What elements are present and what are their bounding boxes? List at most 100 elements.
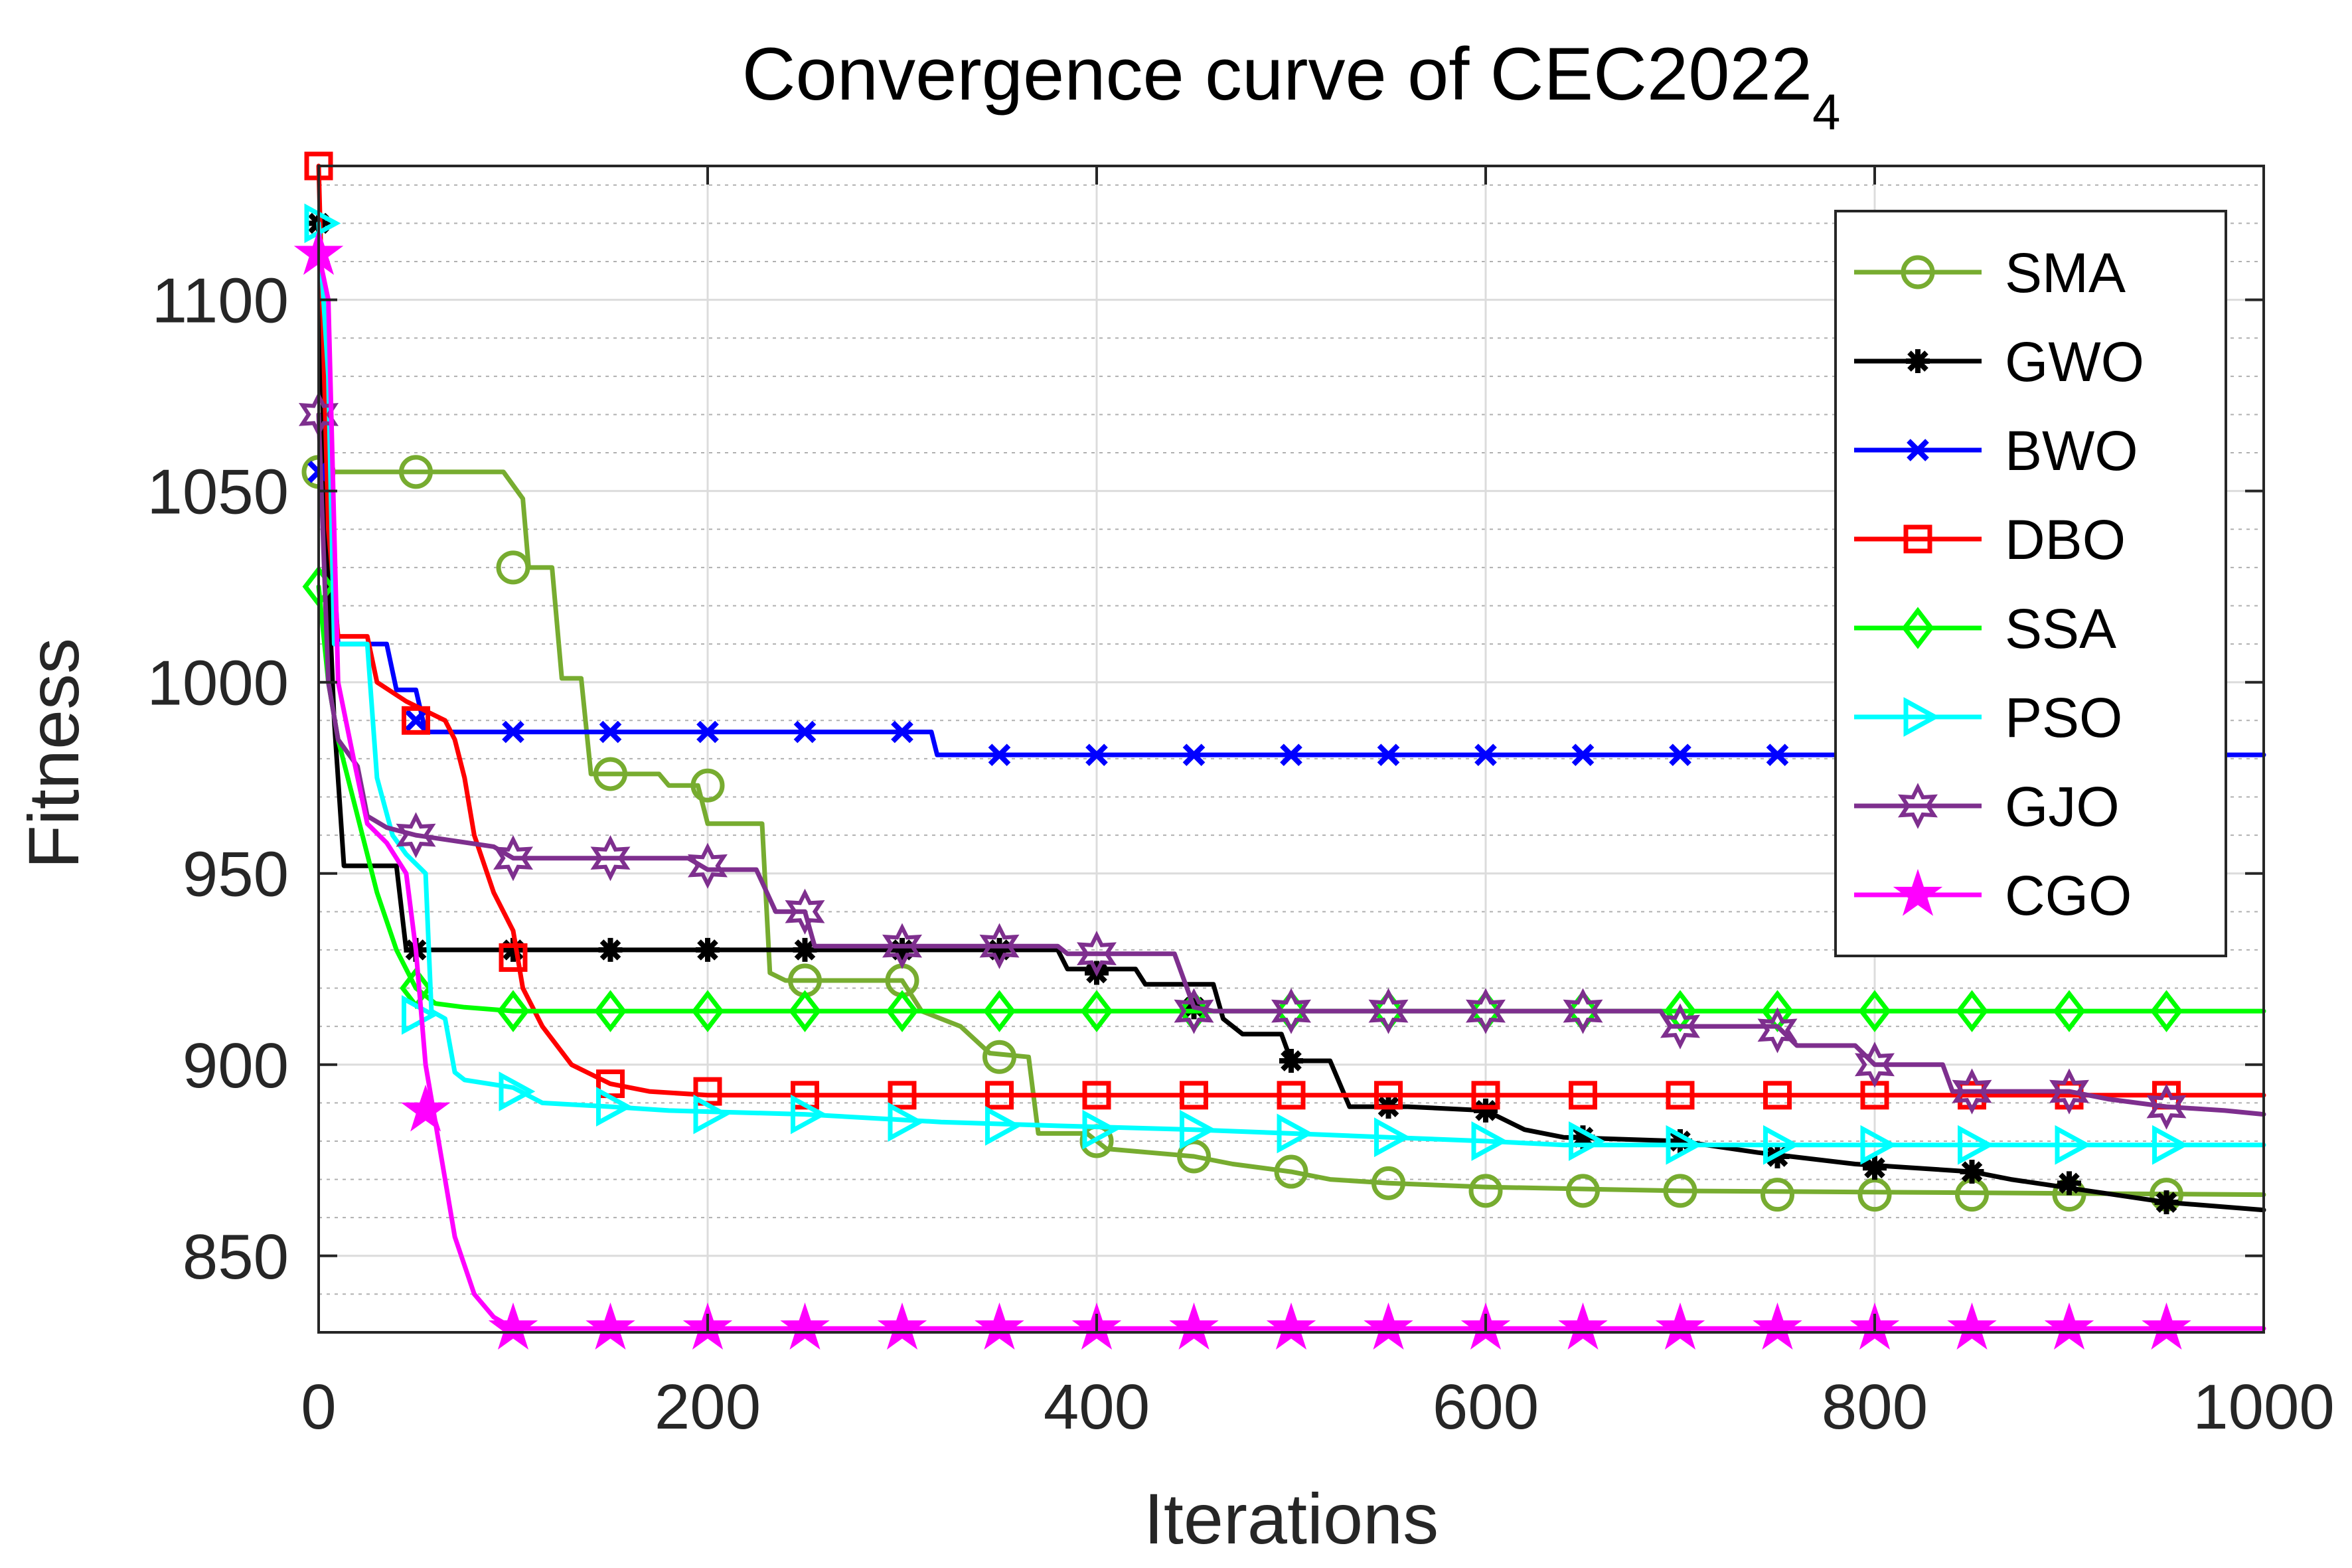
data-point-sma (1857, 1178, 1892, 1212)
data-point-ssa (983, 990, 1016, 1032)
data-point-pso (1569, 1121, 1605, 1161)
data-point-pso (693, 1094, 730, 1135)
data-point-pso (1860, 1125, 1897, 1165)
data-point-sma (1761, 1178, 1794, 1212)
data-point-gwo (598, 937, 623, 962)
data-point-bwo (1182, 744, 1206, 766)
data-point-dbo (1277, 1081, 1306, 1110)
x-axis-label: Iterations (1144, 1478, 1439, 1559)
data-point-pso (1180, 1109, 1216, 1150)
legend-marker-cgo (1893, 868, 1943, 916)
data-point-gwo (890, 937, 914, 962)
data-point-dbo (1471, 1081, 1500, 1110)
chart-title-subscript: 4 (1812, 84, 1840, 141)
data-point-dbo (1569, 1081, 1597, 1110)
chart-title: Convergence curve of CEC20224 (742, 33, 1841, 141)
data-point-ssa (2053, 990, 2086, 1032)
legend-label-cgo: CGO (2005, 864, 2132, 927)
data-point-gjo (688, 842, 728, 889)
data-point-bwo (1085, 744, 1108, 766)
legend-marker-gjo (1898, 783, 1938, 829)
data-point-dbo (1180, 1081, 1208, 1110)
data-point-gjo (1271, 988, 1311, 1034)
y-axis-label: Fitness (13, 638, 94, 869)
data-point-sma (1274, 1154, 1308, 1189)
series-gjo (298, 391, 2266, 1130)
data-point-ssa (594, 990, 627, 1032)
data-point-cgo (975, 1302, 1024, 1350)
y-tick-label: 900 (183, 1030, 289, 1101)
y-tick-label: 1050 (147, 457, 289, 528)
data-point-sma (1177, 1139, 1211, 1174)
legend-marker-ssa (1901, 607, 1934, 649)
data-point-gjo (1368, 988, 1409, 1034)
data-point-cgo (1753, 1302, 1802, 1350)
data-point-gwo (987, 937, 1012, 962)
data-point-cgo (2044, 1302, 2094, 1350)
data-point-gjo (1952, 1068, 1992, 1115)
data-point-gwo (1960, 1160, 1984, 1184)
data-point-dbo (1082, 1081, 1111, 1110)
data-point-gwo (1279, 1048, 1303, 1073)
legend-label-ssa: SSA (2005, 597, 2116, 660)
data-point-gjo (1077, 930, 1117, 977)
data-point-cgo (877, 1302, 927, 1350)
legend-marker-dbo (1903, 524, 1932, 554)
data-point-gjo (785, 888, 825, 935)
data-point-dbo (1763, 1081, 1792, 1110)
data-point-cgo (1364, 1302, 1413, 1350)
data-point-cgo (586, 1302, 635, 1350)
data-point-gjo (979, 923, 1020, 969)
series-line-pso (316, 220, 2266, 1148)
series-line-dbo (316, 163, 2266, 1098)
data-point-gwo (793, 937, 817, 962)
data-point-sma (399, 455, 433, 489)
data-point-gjo (1757, 1007, 1798, 1054)
y-tick-label: 1000 (147, 648, 289, 719)
data-point-dbo (985, 1081, 1014, 1110)
legend-label-bwo: BWO (2005, 420, 2138, 482)
data-point-pso (1958, 1125, 1994, 1165)
data-point-pso (304, 203, 341, 244)
y-tick-label: 1100 (152, 266, 289, 337)
data-point-bwo (1669, 744, 1691, 766)
data-point-ssa (789, 990, 821, 1032)
data-point-dbo (1666, 1081, 1695, 1110)
data-point-cgo (1266, 1302, 1316, 1350)
data-point-bwo (502, 720, 524, 744)
data-point-bwo (988, 744, 1011, 766)
data-point-pso (1666, 1125, 1703, 1165)
data-point-pso (888, 1102, 925, 1142)
data-point-gwo (1668, 1129, 1692, 1153)
data-point-gjo (1563, 988, 1603, 1034)
data-point-gjo (2146, 1083, 2187, 1130)
data-point-bwo (696, 720, 719, 744)
series-line-sma (316, 469, 2266, 1198)
data-point-bwo (1474, 744, 1497, 766)
data-point-sma (1566, 1174, 1600, 1208)
data-point-gjo (1466, 988, 1506, 1034)
data-point-sma (1663, 1174, 1697, 1208)
legend-label-sma: SMA (2005, 242, 2126, 304)
data-point-pso (791, 1094, 827, 1135)
data-point-gjo (1854, 1042, 1895, 1088)
legend-marker-pso (1903, 697, 1940, 737)
data-point-pso (499, 1071, 536, 1111)
data-point-cgo (2142, 1302, 2191, 1350)
data-point-sma (690, 768, 725, 803)
data-point-pso (1763, 1125, 1800, 1165)
data-point-gjo (493, 834, 533, 882)
data-point-gjo (396, 812, 436, 858)
data-point-sma (496, 550, 530, 585)
data-point-pso (2152, 1125, 2189, 1165)
series-dbo (304, 151, 2266, 1110)
data-point-ssa (1858, 990, 1891, 1032)
data-point-cgo (488, 1302, 538, 1350)
legend-label-dbo: DBO (2005, 509, 2126, 571)
data-point-sma (1372, 1166, 1405, 1200)
x-tick-label: 0 (301, 1372, 336, 1443)
data-point-gjo (2049, 1068, 2089, 1115)
legend: SMA GWO BWO DBO SSA PSO GJO CGO (1834, 210, 2227, 957)
x-tick-label: 1000 (2193, 1372, 2335, 1443)
data-point-cgo (1947, 1302, 1997, 1350)
